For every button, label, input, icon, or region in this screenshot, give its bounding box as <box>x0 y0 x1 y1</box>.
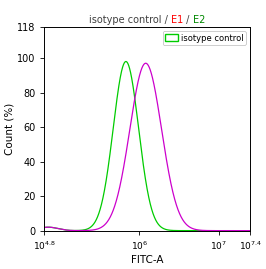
Text: E2: E2 <box>193 15 205 25</box>
Legend: isotype control: isotype control <box>163 31 246 45</box>
Text: isotype control /: isotype control / <box>89 15 171 25</box>
Y-axis label: Count (%): Count (%) <box>4 103 14 155</box>
X-axis label: FITC-A: FITC-A <box>131 255 164 265</box>
Text: E1: E1 <box>171 15 184 25</box>
Text: /: / <box>184 15 193 25</box>
